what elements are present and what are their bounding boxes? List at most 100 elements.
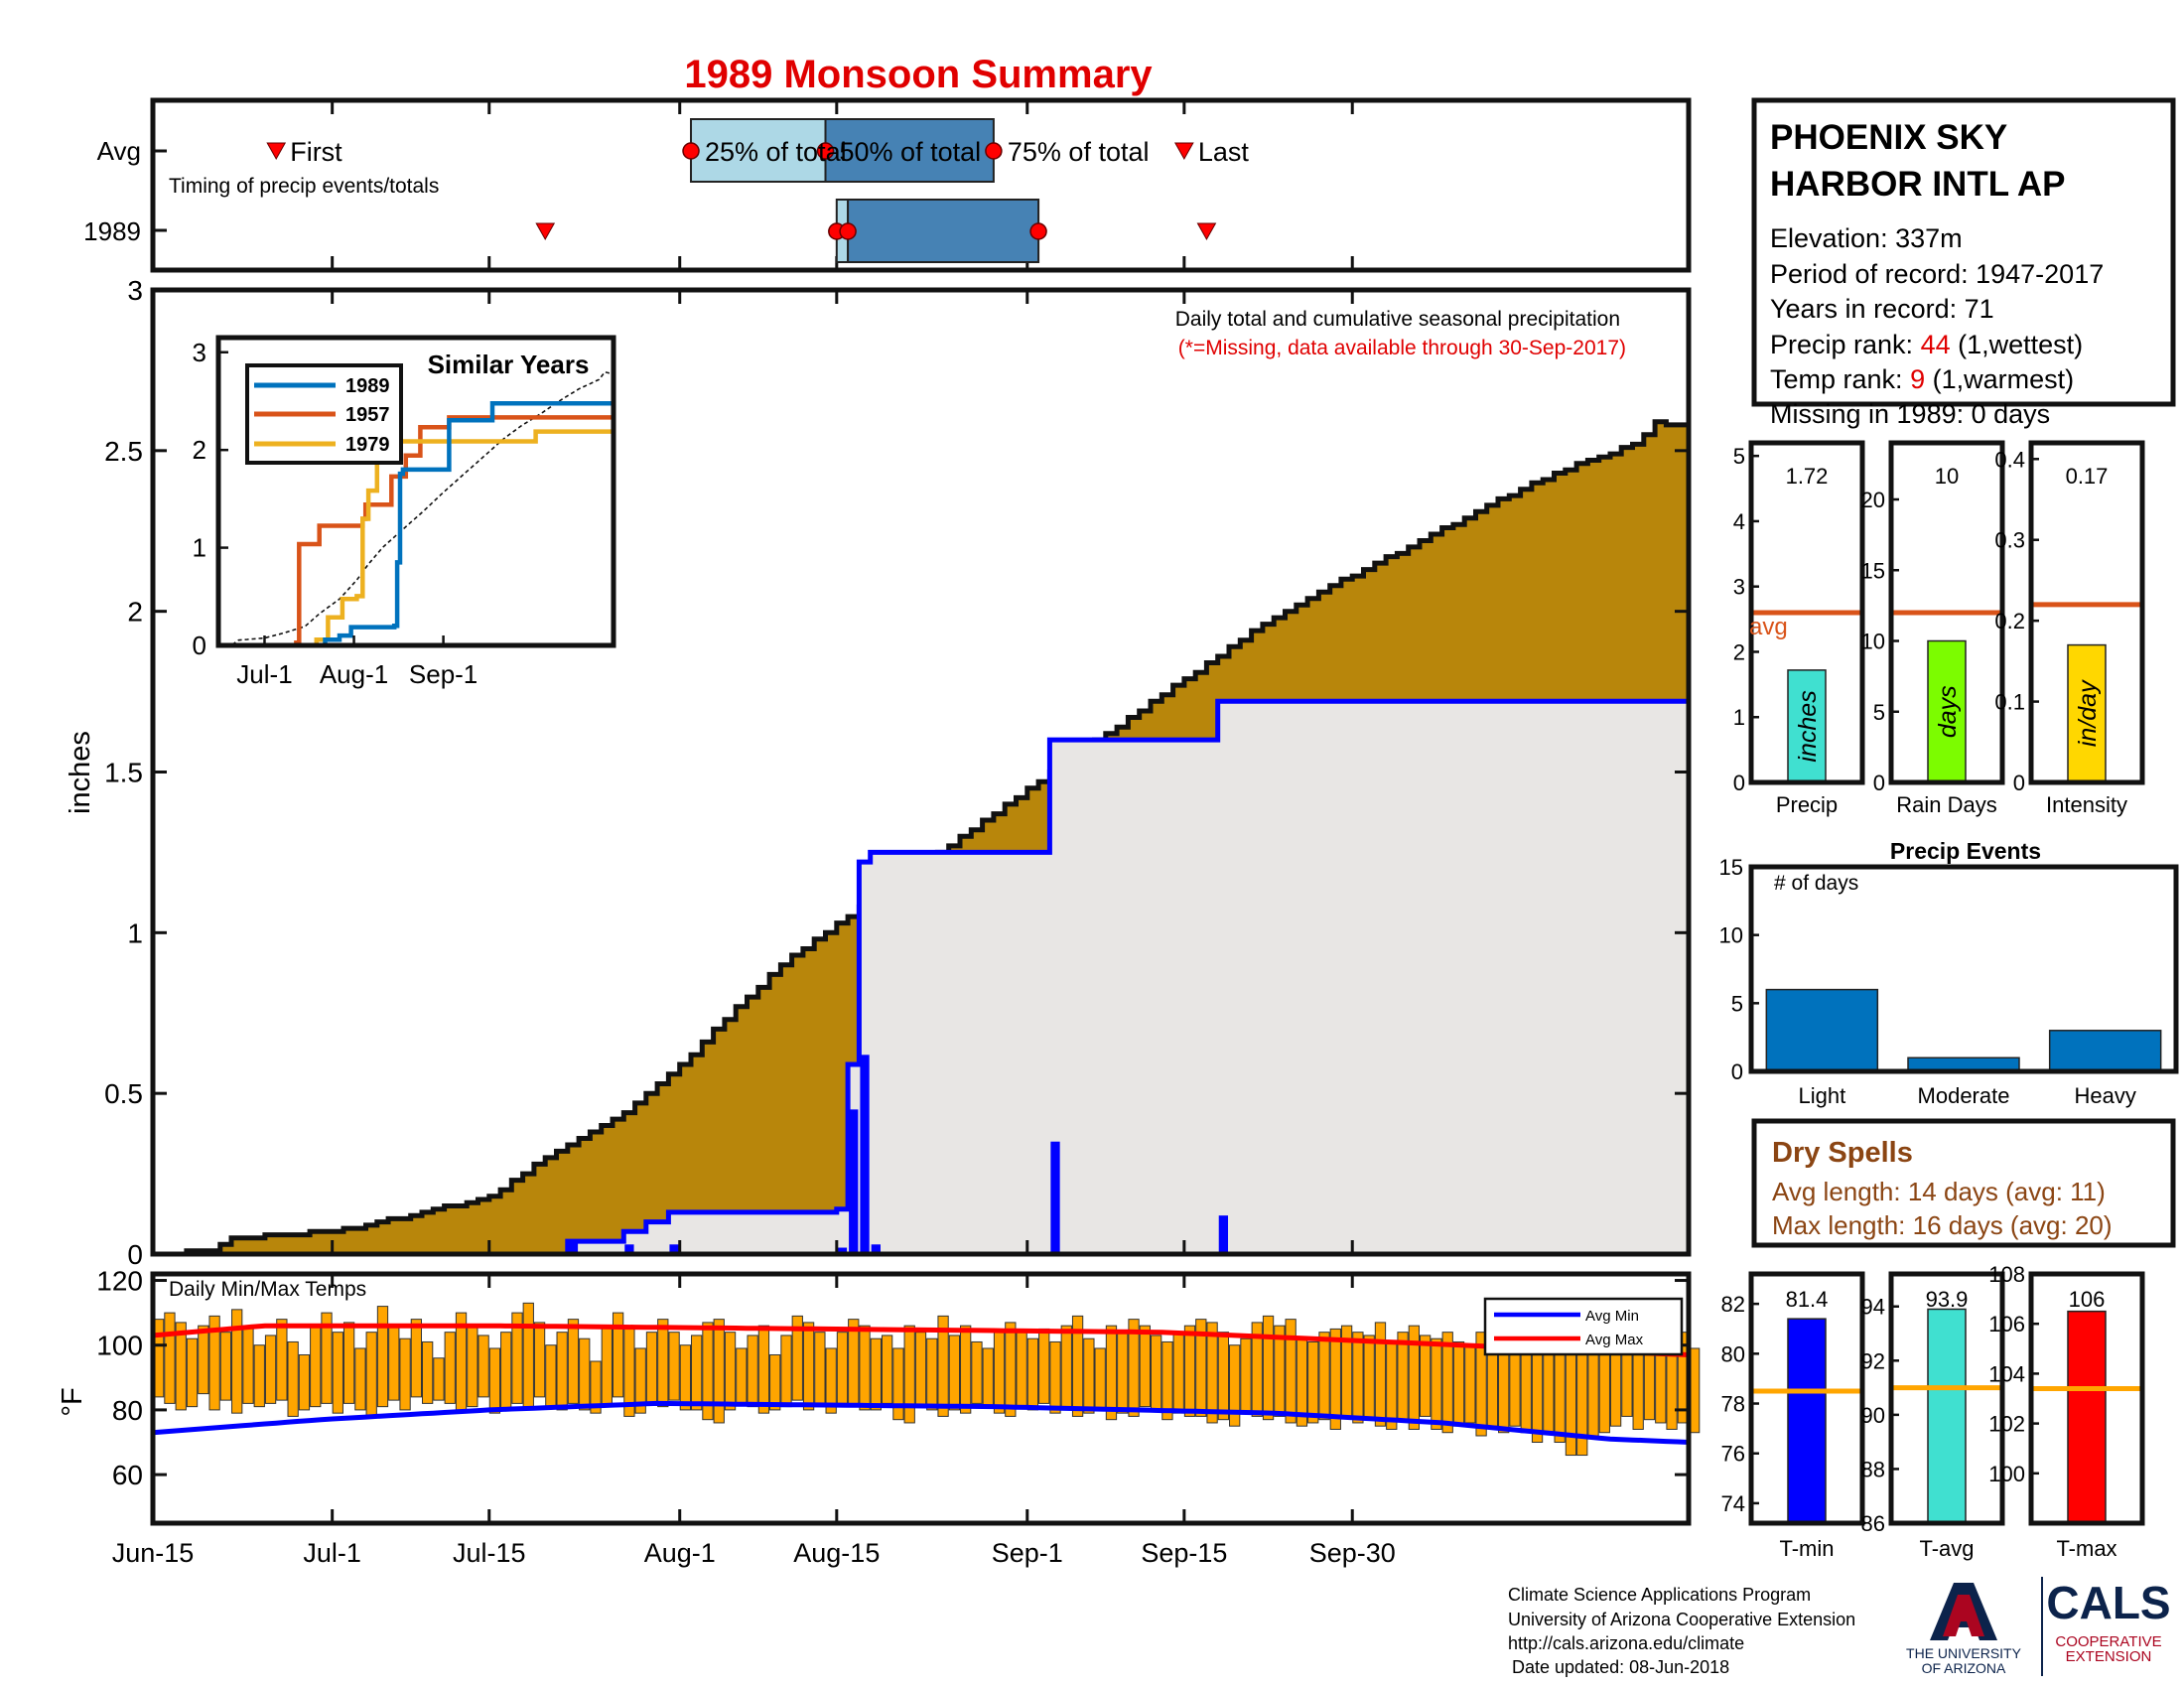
inset-ticks: 0 1 2 3 Jul-1 Aug-1 Sep-1 [193, 338, 478, 689]
precip-annotation: Daily total and cumulative seasonal prec… [1175, 308, 1620, 331]
daily-temp-bar [533, 1322, 546, 1398]
daily-temp-bar [668, 1332, 680, 1401]
daily-temp-bar [1005, 1322, 1017, 1417]
temp-summary-y-tick-label: 106 [1988, 1312, 2025, 1336]
summary-panel-precip: 0 1 2 3 4 5 1.72 Precip inches avg [1733, 440, 1865, 817]
daily-temp-bar [757, 1325, 770, 1414]
precip-y-ticks: 0 0.5 1 1.5 2 2.5 3 [104, 275, 1689, 1270]
daily-temp-bar [836, 1332, 849, 1404]
temp-summary-y-tick-label: 104 [1988, 1361, 2025, 1386]
year-box-50-75 [847, 199, 1040, 263]
daily-temp-bar [1307, 1340, 1319, 1424]
temp-ylabel: °F [57, 1387, 88, 1416]
avg-50pct-marker [816, 142, 835, 160]
temp-summary-y-tick-label: 86 [1861, 1511, 1885, 1536]
inset-legend-1989: 1989 [345, 375, 390, 397]
year-first-marker [535, 222, 556, 241]
date-x-ticks: Jun-15 Jul-1 Jul-15 Aug-1 Aug-15 Sep-1 Sep-15 S… [112, 290, 1396, 1568]
daily-temp-bar [903, 1325, 915, 1424]
temp-y-tick-label: 100 [96, 1331, 143, 1361]
daily-temp-bar [175, 1322, 187, 1411]
daily-precip-bar [624, 1244, 634, 1254]
daily-temp-bar [354, 1347, 366, 1411]
daily-temp-bar [679, 1344, 692, 1411]
precip-event-category-label: Light [1798, 1083, 1845, 1108]
daily-temp-bar [747, 1335, 758, 1408]
daily-temp-bar [1408, 1325, 1420, 1430]
precip-y-tick-label: 2 [127, 597, 143, 628]
date-x-tick-label: Aug-15 [793, 1538, 880, 1568]
precip-events-frame [1748, 864, 2179, 1074]
year-cumulative-area [153, 698, 1692, 1257]
temp-value-bar [1927, 1308, 1967, 1524]
date-x-tick-label: Aug-1 [644, 1538, 716, 1568]
daily-temp-bar [769, 1353, 781, 1411]
daily-temp-bar [848, 1319, 860, 1408]
precip-y-tick-label: 1 [127, 917, 143, 948]
daily-temp-bar [736, 1347, 748, 1404]
daily-temp-bar [914, 1332, 927, 1408]
cals-line1: COOPERATIVE [2055, 1633, 2161, 1650]
temp-summary-y-tick-label: 100 [1988, 1462, 2025, 1486]
daily-temp-bar [1172, 1332, 1184, 1414]
daily-temp-bar [1419, 1335, 1432, 1417]
avg-max-line [152, 1323, 1690, 1357]
summary-y-tick-label: 15 [1861, 558, 1885, 583]
station-frame [1751, 97, 2176, 407]
timing-panel: Avg 1989 Timing of precip events/totals … [83, 97, 1692, 273]
daily-temp-bar [1431, 1337, 1442, 1430]
temp-summary-y-tick-label: 80 [1721, 1341, 1745, 1366]
temp-summary-frame [1888, 1271, 2005, 1526]
summary-category-label: Intensity [2046, 792, 2127, 817]
daily-temp-bar [859, 1325, 871, 1411]
daily-temp-bar [657, 1319, 669, 1408]
temp-summary-frame [2028, 1271, 2145, 1526]
temp-value-bar [1787, 1318, 1827, 1524]
daily-temp-bar [1139, 1325, 1151, 1408]
temp-rank-value: 9 [1910, 364, 1925, 394]
temp-panel-t-avg: 86 88 90 92 94 93.9 T-avg [1861, 1271, 2005, 1561]
daily-temp-bar [1363, 1335, 1375, 1421]
precip-event-y-tick-label: 5 [1731, 991, 1743, 1016]
temp-summary-y-tick-label: 76 [1721, 1442, 1745, 1467]
page-title: 1989 Monsoon Summary [684, 53, 1153, 96]
daily-temp-bar [1251, 1322, 1263, 1417]
year-50pct-marker [839, 222, 857, 240]
daily-temp-bar [780, 1335, 792, 1408]
daily-temp-bar [825, 1347, 837, 1414]
daily-temp-bar [702, 1322, 714, 1421]
temp-panel-t-min: 74 76 78 80 82 81.4 T-min [1721, 1271, 1865, 1561]
daily-temp-bar [365, 1332, 377, 1417]
daily-temp-bar [1117, 1332, 1129, 1414]
daily-temp-bar [310, 1325, 322, 1408]
temp-y-tick-label: 60 [112, 1460, 143, 1490]
temp-summary-category-label: T-avg [1919, 1536, 1974, 1561]
summary-y-tick-label: 0.1 [1994, 690, 2025, 715]
first-label: First [290, 137, 342, 167]
precip-y-tick-label: 3 [127, 275, 143, 306]
daily-temp-bar [1128, 1319, 1140, 1417]
date-x-tick-label: Sep-15 [1141, 1538, 1227, 1568]
daily-temp-bar [892, 1347, 904, 1421]
daily-temp-bar [410, 1319, 423, 1398]
summary-value-label: 1.72 [1786, 464, 1829, 489]
avg-25pct-marker [682, 142, 700, 160]
precip-rank-value: 44 [1921, 330, 1951, 359]
precip-rank-prefix: Precip rank: [1770, 330, 1921, 359]
temp-legend-max: Avg Max [1585, 1332, 1644, 1348]
daily-temp-bar [511, 1312, 523, 1404]
temp-summary-category-label: T-min [1780, 1536, 1835, 1561]
station-missing: Missing in 1989: 0 days [1770, 399, 2050, 429]
precip-missing-note: (*=Missing, data available through 30-Se… [1178, 337, 1626, 359]
temp-summary-value-label: 81.4 [1786, 1287, 1829, 1312]
precip-y-tick-label: 1.5 [104, 758, 143, 788]
temp-summary-category-label: T-max [2056, 1536, 2116, 1561]
timing-row-year-label: 1989 [83, 216, 141, 246]
arizona-a-logo-inner-icon [1943, 1595, 1984, 1636]
precip-y-tick-label: 0 [127, 1239, 143, 1270]
summary-value-bar [1927, 639, 1967, 783]
summary-y-tick-label: 2 [1733, 639, 1745, 664]
ua-logo-line1: THE UNIVERSITY [1906, 1645, 2022, 1661]
date-x-tick-label: Sep-30 [1309, 1538, 1396, 1568]
